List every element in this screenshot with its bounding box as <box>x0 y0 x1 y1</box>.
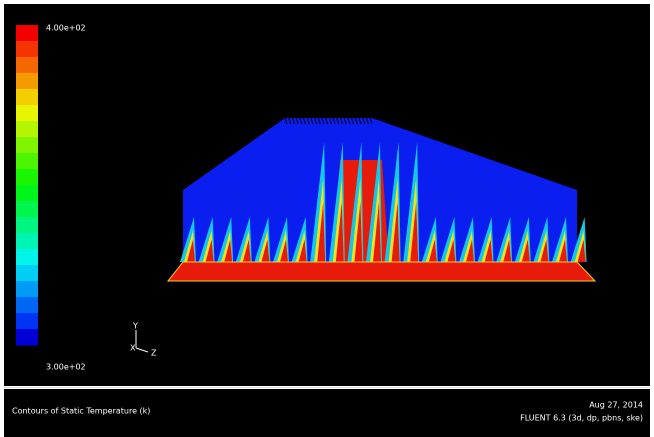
colorbar <box>16 25 38 346</box>
colorbar-max-label: 4.00e+02 <box>46 24 86 33</box>
colorbar-band <box>16 73 38 90</box>
footer-title: Contours of Static Temperature (k) <box>12 407 150 416</box>
colorbar-band <box>16 265 38 282</box>
colorbar-band <box>16 169 38 186</box>
colorbar-min-label: 3.00e+02 <box>46 363 86 372</box>
axis-z-label: Z <box>151 349 157 358</box>
axis-x-label: X <box>130 344 136 353</box>
footer-solver: FLUENT 6.3 (3d, dp, pbns, ske) <box>520 414 643 423</box>
colorbar-band <box>16 105 38 122</box>
colorbar-band <box>16 281 38 298</box>
colorbar-band <box>16 201 38 218</box>
colorbar-band <box>16 153 38 170</box>
colorbar-band <box>16 41 38 58</box>
base-plate <box>168 262 595 281</box>
colorbar-band <box>16 137 38 154</box>
colorbar-band <box>16 233 38 250</box>
colorbar-band <box>16 297 38 314</box>
footer-date: Aug 27, 2014 <box>589 401 643 410</box>
axis-y-label: Y <box>132 322 138 331</box>
colorbar-band <box>16 121 38 138</box>
colorbar-band <box>16 57 38 74</box>
fluent-window: 4.00e+02 3.00e+02 Y X Z Contours of Stat… <box>0 0 654 437</box>
colorbar-band <box>16 329 38 346</box>
colorbar-band <box>16 217 38 234</box>
colorbar-band <box>16 89 38 106</box>
colorbar-band <box>16 313 38 330</box>
colorbar-band <box>16 249 38 266</box>
colorbar-band <box>16 25 38 42</box>
colorbar-band <box>16 185 38 202</box>
